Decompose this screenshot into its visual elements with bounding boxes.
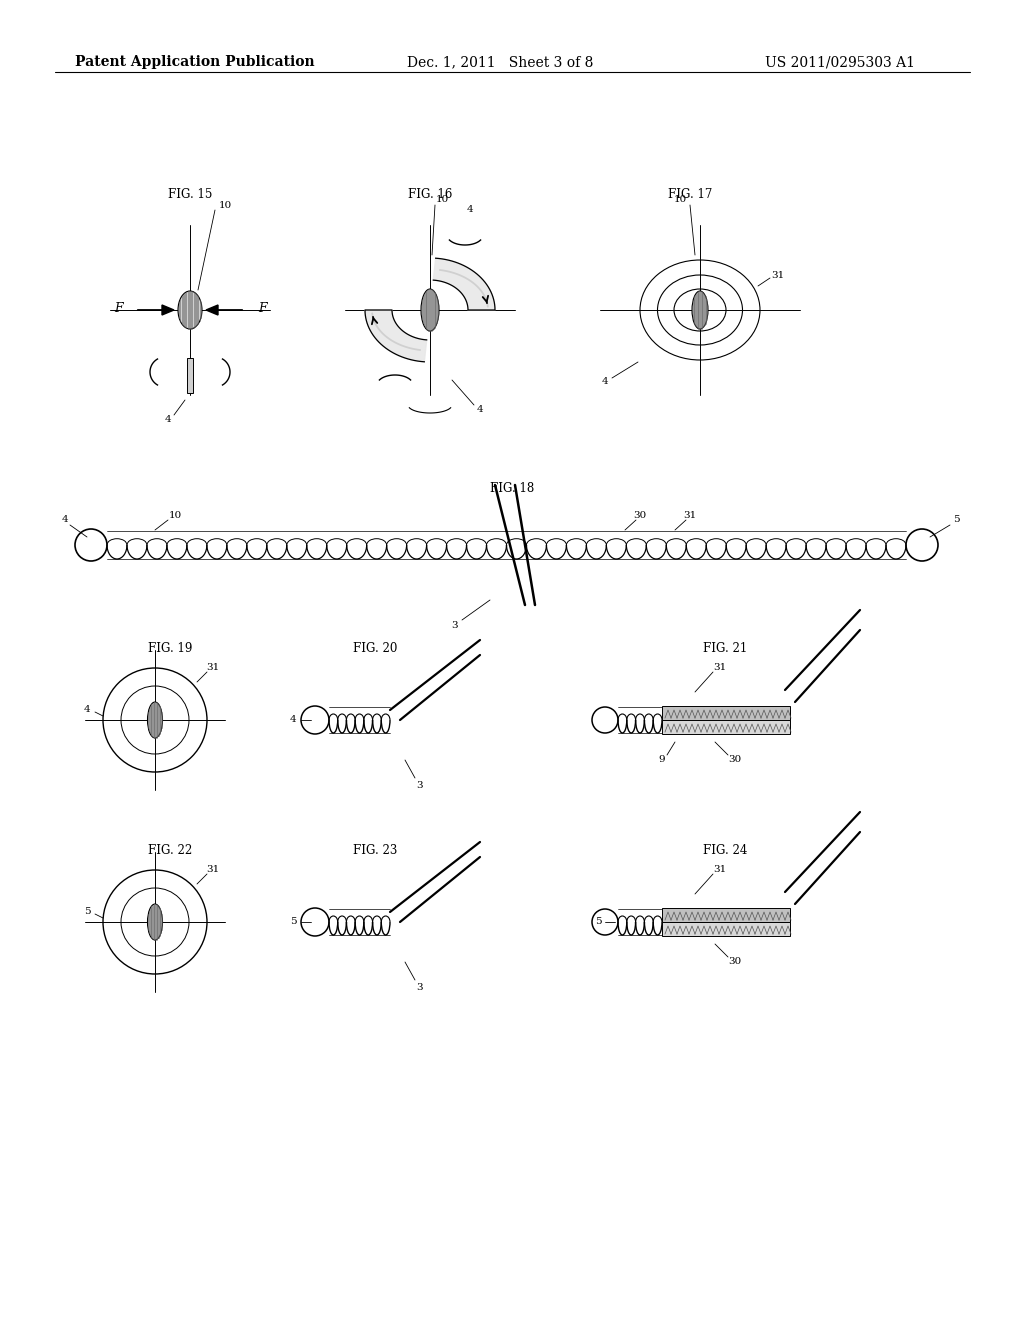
Text: 4: 4 [61,516,69,524]
Text: FIG. 24: FIG. 24 [702,843,748,857]
Text: 5: 5 [595,917,601,927]
Ellipse shape [421,289,439,331]
Text: 31: 31 [207,664,219,672]
Bar [187,358,193,393]
Text: 4: 4 [165,416,171,425]
Text: 31: 31 [683,511,696,520]
Text: F̅: F̅ [114,302,122,315]
Ellipse shape [178,290,202,329]
Text: FIG. 15: FIG. 15 [168,189,212,202]
Text: FIG. 20: FIG. 20 [353,642,397,655]
Text: 31: 31 [207,866,219,874]
Text: 3: 3 [417,780,423,789]
Text: 3: 3 [452,620,459,630]
Text: FIG. 21: FIG. 21 [702,642,748,655]
Text: 4: 4 [290,715,296,725]
Text: 5: 5 [290,917,296,927]
Bar [662,706,790,719]
Text: 31: 31 [714,664,727,672]
Bar [662,908,790,921]
Text: 3: 3 [417,982,423,991]
Text: FIG. 22: FIG. 22 [147,843,193,857]
Text: F̅: F̅ [258,302,266,315]
Text: 10: 10 [218,201,231,210]
Text: 5: 5 [952,516,959,524]
Bar [662,921,790,936]
Text: 4: 4 [467,206,473,214]
Polygon shape [206,305,218,315]
Text: FIG. 23: FIG. 23 [353,843,397,857]
Text: 10: 10 [674,195,687,205]
Text: 5: 5 [84,908,90,916]
Text: Patent Application Publication: Patent Application Publication [75,55,314,69]
Text: 4: 4 [84,705,90,714]
Polygon shape [433,259,495,310]
Text: 4: 4 [477,405,483,414]
Bar [662,719,790,734]
Ellipse shape [692,290,708,329]
Ellipse shape [147,702,163,738]
Text: 4: 4 [602,378,608,387]
Text: 30: 30 [634,511,646,520]
Text: 30: 30 [728,957,741,966]
Text: FIG. 19: FIG. 19 [147,642,193,655]
Text: 9: 9 [658,755,666,764]
Text: FIG. 18: FIG. 18 [489,482,535,495]
Text: 31: 31 [771,271,784,280]
Text: 30: 30 [728,755,741,764]
Text: 31: 31 [714,866,727,874]
Text: Dec. 1, 2011   Sheet 3 of 8: Dec. 1, 2011 Sheet 3 of 8 [407,55,593,69]
Text: 10: 10 [435,195,449,205]
Text: FIG. 17: FIG. 17 [668,189,712,202]
Polygon shape [365,310,427,362]
Ellipse shape [147,904,163,940]
Text: FIG. 16: FIG. 16 [408,189,453,202]
Text: US 2011/0295303 A1: US 2011/0295303 A1 [765,55,915,69]
Text: 10: 10 [168,511,181,520]
Polygon shape [162,305,174,315]
